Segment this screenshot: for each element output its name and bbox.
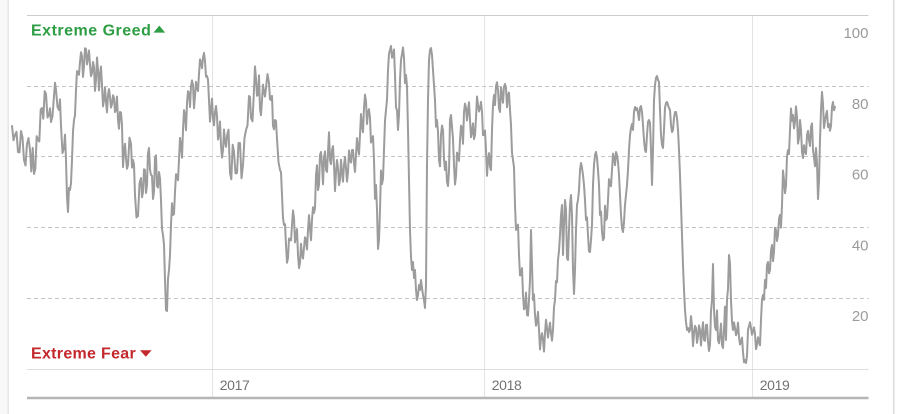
svg-text:100: 100 <box>843 25 868 42</box>
svg-text:2019: 2019 <box>760 377 790 393</box>
svg-text:60: 60 <box>852 167 869 184</box>
svg-text:Extreme Fear: Extreme Fear <box>31 346 136 363</box>
svg-text:2018: 2018 <box>492 377 522 393</box>
svg-text:2017: 2017 <box>220 377 250 393</box>
svg-text:40: 40 <box>852 237 869 254</box>
svg-text:80: 80 <box>852 96 869 113</box>
svg-text:Extreme Greed: Extreme Greed <box>31 23 151 40</box>
svg-text:20: 20 <box>852 308 869 325</box>
